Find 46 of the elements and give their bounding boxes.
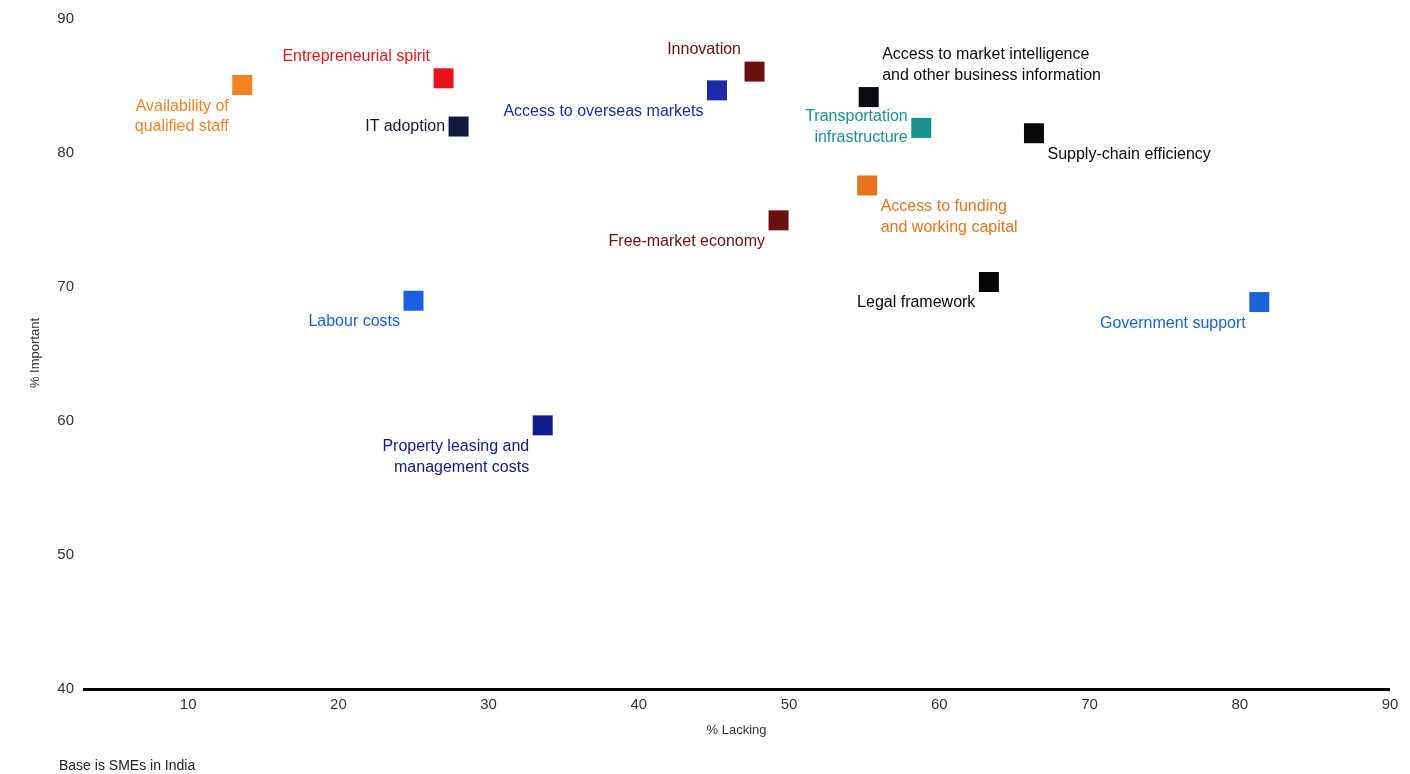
series-label: Entrepreneurial spirit bbox=[282, 46, 431, 64]
text: Base is SMEs in India bbox=[59, 757, 196, 773]
x-tick-label: 10 bbox=[179, 695, 197, 712]
point bbox=[448, 116, 469, 137]
point bbox=[433, 68, 454, 89]
series-label: Access to market intelligence and other business information bbox=[882, 44, 1101, 83]
series-label: Free-market economy bbox=[608, 231, 766, 249]
x-tick-label: 70 bbox=[1081, 695, 1098, 712]
point bbox=[706, 80, 727, 101]
series-label: Property leasing and management costs bbox=[382, 436, 530, 475]
point bbox=[403, 290, 424, 311]
series-label: Transportation infrastructure bbox=[805, 107, 908, 146]
point bbox=[858, 87, 879, 108]
x-tick-label: 60 bbox=[930, 695, 948, 712]
y-tick-label: 80 bbox=[57, 143, 74, 161]
y-tick-label: 40 bbox=[57, 679, 74, 697]
y-axis-title: % Important bbox=[27, 317, 43, 389]
point bbox=[744, 61, 765, 82]
x-axis-title: % Lacking bbox=[706, 721, 767, 737]
series-label: IT adoption bbox=[365, 116, 446, 134]
point bbox=[768, 210, 789, 231]
series-label: Labour costs bbox=[308, 312, 401, 330]
x-tick-label: 80 bbox=[1231, 695, 1249, 712]
y-tick-label: 70 bbox=[57, 277, 74, 295]
point bbox=[1249, 292, 1270, 313]
point bbox=[978, 271, 999, 292]
x-tick-label: 30 bbox=[480, 695, 497, 712]
x-tick-label: 20 bbox=[330, 695, 347, 712]
x-tick-label: 40 bbox=[630, 695, 648, 712]
y-tick-label: 60 bbox=[57, 411, 74, 429]
x-tick-label: 90 bbox=[1381, 695, 1399, 712]
series-label: Legal framework bbox=[857, 293, 977, 311]
point bbox=[857, 175, 878, 196]
point bbox=[232, 75, 253, 95]
series-label: Access to funding and working capital bbox=[880, 197, 1018, 235]
series-label: Access to overseas markets bbox=[503, 101, 704, 119]
point bbox=[532, 415, 553, 436]
series-label: Availability of qualified staff bbox=[134, 96, 230, 135]
x-tick-label: 50 bbox=[780, 695, 798, 712]
y-tick-label: 50 bbox=[57, 545, 74, 563]
series-label: Government support bbox=[1099, 313, 1247, 331]
point bbox=[1023, 123, 1044, 144]
series-label: Innovation bbox=[667, 40, 742, 58]
series-label: Supply-chain efficiency bbox=[1047, 144, 1211, 162]
y-tick-label: 90 bbox=[57, 9, 74, 27]
point bbox=[911, 117, 932, 138]
